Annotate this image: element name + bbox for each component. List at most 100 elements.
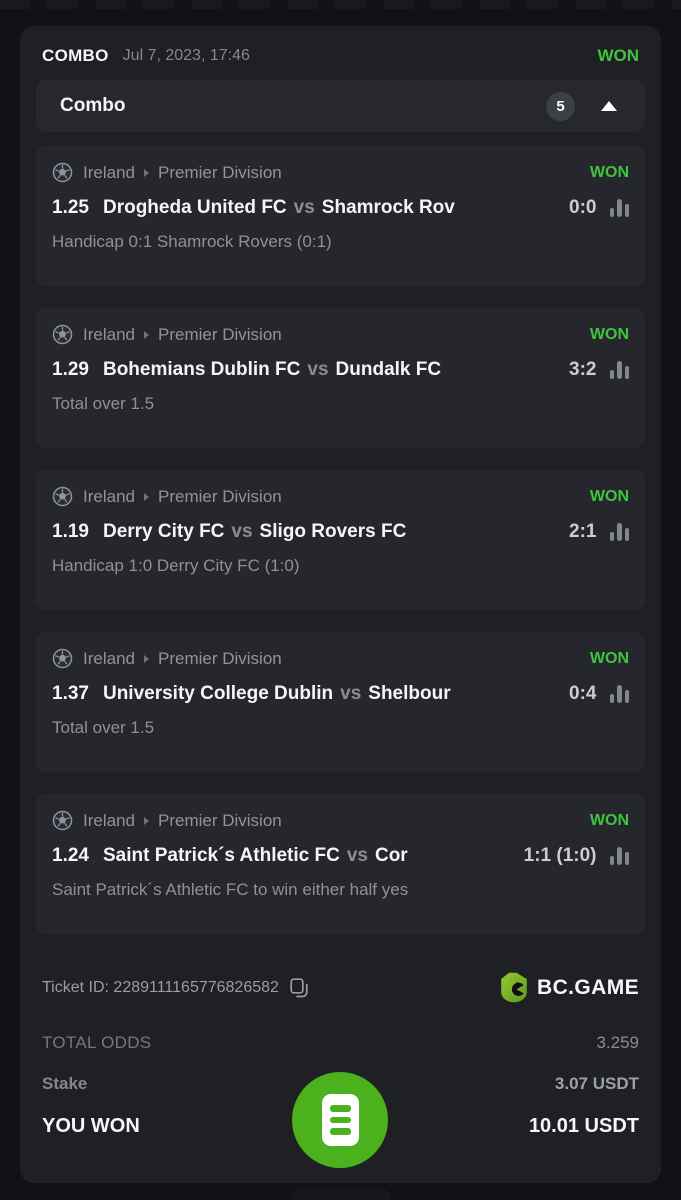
away-team: Shamrock Rov	[321, 197, 455, 218]
home-team: Saint Patrick´s Athletic FC	[102, 845, 340, 866]
home-team: University College Dublin	[102, 683, 334, 704]
bar-chart-icon[interactable]	[609, 847, 629, 865]
match-teams: Saint Patrick´s Athletic FC vs Cor	[103, 845, 514, 867]
brand-logo: BC.GAME	[500, 972, 639, 1003]
league-country: Ireland	[83, 810, 135, 830]
league-row: Ireland Premier Division WON	[52, 486, 629, 507]
copy-icon[interactable]	[290, 977, 309, 998]
breadcrumb-arrow-icon	[143, 331, 149, 339]
soccer-ball-icon	[52, 810, 73, 831]
market-selection: Handicap 0:1 Shamrock Rovers (0:1)	[52, 232, 332, 251]
stake-label: Stake	[42, 1074, 88, 1093]
totals-section: TOTAL ODDS 3.259 Stake 3.07 USDT YOU WON…	[36, 1033, 645, 1138]
match-teams: University College Dublin vs Shelbour	[102, 683, 560, 705]
league-name: Premier Division	[157, 486, 282, 506]
bet-leg-card: Ireland Premier Division WON 1.29 Bohemi…	[36, 308, 645, 448]
odds-value: 1.37	[52, 683, 89, 704]
bar-chart-icon[interactable]	[609, 199, 629, 217]
away-team: Shelbour	[368, 683, 451, 704]
bet-leg-card: Ireland Premier Division WON 1.24 Saint …	[36, 794, 645, 934]
league-name: Premier Division	[157, 810, 282, 830]
market-selection: Saint Patrick´s Athletic FC to win eithe…	[52, 880, 409, 899]
ticket-header: COMBO Jul 7, 2023, 17:46 WON	[36, 26, 645, 66]
league-row: Ireland Premier Division WON	[52, 810, 629, 831]
breadcrumb-arrow-icon	[143, 493, 149, 501]
match-teams: Bohemians Dublin FC vs Dundalk FC	[102, 359, 560, 381]
brand-name: BC.GAME	[537, 975, 639, 999]
match-row: 1.37 University College Dublin vs Shelbour…	[52, 683, 629, 705]
next-item-peek	[290, 1187, 391, 1200]
league-name: Premier Division	[157, 648, 282, 668]
market-selection: Total over 1.5	[52, 394, 155, 413]
ticket-id-row: Ticket ID: 2289111165776826582 BC.GAME	[36, 972, 645, 1003]
home-team: Drogheda United FC	[102, 197, 287, 218]
market-selection: Handicap 1:0 Derry City FC (1:0)	[52, 556, 300, 575]
league-name: Premier Division	[157, 162, 282, 182]
home-team: Bohemians Dublin FC	[102, 359, 301, 380]
ticket-status-badge: WON	[597, 46, 639, 65]
match-row: 1.29 Bohemians Dublin FC vs Dundalk FC 3:2	[52, 359, 629, 381]
combo-label: Combo	[60, 95, 126, 116]
bet-leg-card: Ireland Premier Division WON 1.37 Univer…	[36, 632, 645, 772]
bar-chart-icon[interactable]	[609, 523, 629, 541]
match-teams: Derry City FC vs Sligo Rovers FC	[103, 521, 559, 543]
league-row: Ireland Premier Division WON	[52, 324, 629, 345]
match-row: 1.25 Drogheda United FC vs Shamrock Rov 0:…	[52, 197, 629, 219]
vs-label: vs	[307, 359, 329, 380]
match-score: 3:2	[569, 359, 597, 380]
stake-value: 3.07 USDT	[554, 1074, 639, 1093]
soccer-ball-icon	[52, 486, 73, 507]
result-value: 10.01 USDT	[528, 1115, 639, 1137]
match-row: 1.19 Derry City FC vs Sligo Rovers FC 2:1	[52, 521, 629, 543]
legs-count-badge: 5	[546, 91, 575, 121]
odds-value: 1.29	[52, 359, 89, 380]
breadcrumb-arrow-icon	[143, 655, 149, 663]
bet-leg-card: Ireland Premier Division WON 1.19 Derry …	[36, 470, 645, 610]
match-score: 1:1 (1:0)	[523, 845, 597, 866]
league-row: Ireland Premier Division WON	[52, 162, 629, 183]
vs-label: vs	[340, 683, 362, 704]
match-score: 0:4	[569, 683, 597, 704]
bet-ticket-card: COMBO Jul 7, 2023, 17:46 WON Combo 5 Ire…	[20, 26, 661, 1183]
soccer-ball-icon	[52, 162, 73, 183]
stake-row: Stake 3.07 USDT	[42, 1074, 639, 1094]
vs-label: vs	[231, 521, 253, 542]
odds-value: 1.24	[52, 845, 89, 866]
leg-status-badge: WON	[589, 163, 629, 181]
leg-status-badge: WON	[589, 811, 629, 829]
bar-chart-icon[interactable]	[609, 685, 629, 703]
total-odds-row: TOTAL ODDS 3.259	[42, 1033, 639, 1053]
match-teams: Drogheda United FC vs Shamrock Rov	[102, 197, 560, 219]
breadcrumb-arrow-icon	[143, 817, 149, 825]
chevron-up-icon	[601, 101, 617, 111]
total-odds-label: TOTAL ODDS	[42, 1033, 152, 1052]
leg-status-badge: WON	[589, 649, 629, 667]
bar-chart-icon[interactable]	[609, 361, 629, 379]
bet-type-label: COMBO	[42, 46, 109, 65]
bc-game-mascot-icon	[501, 972, 527, 1003]
match-row: 1.24 Saint Patrick´s Athletic FC vs Cor 1:…	[52, 845, 629, 867]
total-odds-value: 3.259	[596, 1033, 639, 1052]
match-score: 0:0	[569, 197, 597, 218]
odds-value: 1.25	[52, 197, 89, 218]
league-country: Ireland	[83, 486, 135, 506]
soccer-ball-icon	[52, 648, 73, 669]
breadcrumb-arrow-icon	[143, 169, 149, 177]
combo-toggle-row[interactable]: Combo 5	[36, 80, 645, 132]
leg-status-badge: WON	[589, 487, 629, 505]
league-name: Premier Division	[157, 324, 282, 344]
bet-slip-button[interactable]	[292, 1072, 388, 1168]
league-country: Ireland	[83, 162, 135, 182]
league-country: Ireland	[83, 324, 135, 344]
away-team: Sligo Rovers FC	[259, 521, 407, 542]
odds-value: 1.19	[52, 521, 89, 542]
away-team: Dundalk FC	[335, 359, 442, 380]
vs-label: vs	[293, 197, 315, 218]
leg-status-badge: WON	[589, 325, 629, 343]
bet-datetime: Jul 7, 2023, 17:46	[122, 47, 250, 64]
vs-label: vs	[346, 845, 368, 866]
bet-slip-receipt-icon	[321, 1094, 359, 1146]
ticket-id: Ticket ID: 2289111165776826582	[42, 978, 279, 996]
home-team: Derry City FC	[102, 521, 225, 542]
bet-leg-card: Ireland Premier Division WON 1.25 Droghe…	[36, 146, 645, 286]
